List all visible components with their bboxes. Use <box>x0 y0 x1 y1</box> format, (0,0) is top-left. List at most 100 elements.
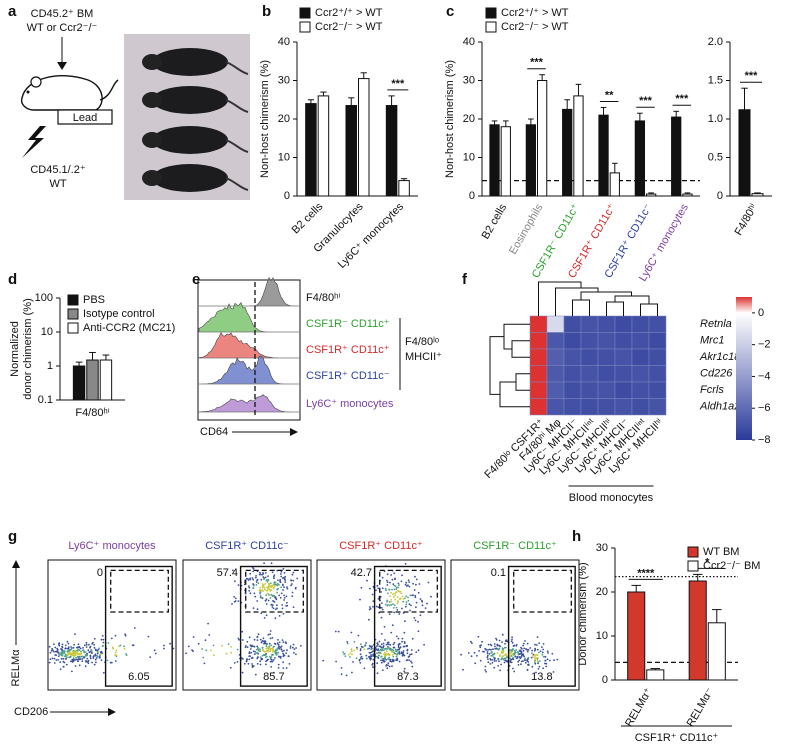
event-dot <box>505 660 508 663</box>
bar <box>537 80 548 197</box>
row-label: Fcrls <box>700 384 724 396</box>
histogram <box>198 331 299 359</box>
event-dot <box>527 664 530 666</box>
event-dot <box>259 591 261 593</box>
photo-mouse <box>152 164 228 192</box>
event-dot <box>397 582 400 585</box>
y-axis-label: Donor chimerism (%) <box>577 562 589 665</box>
event-dot <box>512 667 514 670</box>
event-dot <box>78 656 80 658</box>
event-dot <box>192 636 195 638</box>
event-dot <box>256 635 259 638</box>
event-dot <box>401 640 403 643</box>
event-dot <box>64 647 67 649</box>
event-dot <box>405 581 408 584</box>
event-dot <box>268 647 271 649</box>
event-dot <box>417 620 419 623</box>
event-dot <box>268 582 270 585</box>
event-dot <box>212 654 215 657</box>
event-dot <box>377 643 379 646</box>
event-dot <box>163 644 165 647</box>
heatmap-cell <box>563 381 582 399</box>
event-dot <box>102 638 105 641</box>
row-label: Mrc1 <box>700 335 724 347</box>
event-dot <box>527 648 530 651</box>
gate-upper <box>245 569 304 613</box>
significance-label: *** <box>745 70 759 82</box>
heatmap-cell <box>648 315 667 333</box>
event-dot <box>265 614 268 617</box>
heatmap-cell <box>580 315 599 333</box>
event-dot <box>246 646 249 649</box>
event-dot <box>408 585 411 588</box>
event-dot <box>487 661 490 664</box>
event-dot <box>133 627 136 629</box>
event-dot <box>385 663 388 666</box>
event-dot <box>384 639 386 641</box>
y-tick-label: 100 <box>35 292 53 304</box>
event-dot <box>531 649 533 652</box>
heatmap-cell <box>546 365 565 383</box>
event-dot <box>392 659 395 661</box>
event-dot <box>402 650 405 652</box>
event-dot <box>486 652 489 655</box>
x-axis-label: CSF1R⁺ CD11c⁺ <box>635 732 719 744</box>
event-dot <box>261 573 263 576</box>
event-dot <box>66 650 69 652</box>
event-dot <box>408 659 410 661</box>
legend-label: Ccr2⁺/⁺ > WT <box>315 7 383 19</box>
event-dot <box>282 667 285 669</box>
heatmap-cell <box>529 332 548 350</box>
event-dot <box>248 636 251 639</box>
event-dot <box>278 594 281 597</box>
heatmap-cell <box>614 381 633 399</box>
bar <box>398 180 410 197</box>
event-dot <box>267 587 270 590</box>
event-dot <box>542 643 545 645</box>
event-dot <box>350 631 353 634</box>
event-dot <box>281 604 284 606</box>
bar <box>525 124 537 197</box>
event-dot <box>265 645 268 648</box>
event-dot <box>494 657 496 660</box>
event-dot <box>377 651 380 654</box>
event-dot <box>393 611 395 614</box>
heatmap-cell <box>614 398 633 416</box>
event-dot <box>93 644 95 646</box>
event-dot <box>249 648 252 650</box>
event-dot <box>380 661 383 664</box>
event-dot <box>535 657 538 660</box>
event-dot <box>352 661 354 663</box>
event-dot <box>410 660 412 663</box>
event-dot <box>274 617 277 620</box>
event-dot <box>389 644 392 646</box>
event-dot <box>83 656 86 659</box>
event-dot <box>387 645 389 648</box>
event-dot <box>233 662 236 664</box>
event-dot <box>252 665 255 667</box>
event-dot <box>484 669 487 671</box>
event-dot <box>392 643 395 646</box>
event-dot <box>269 637 272 640</box>
event-dot <box>544 659 547 662</box>
event-dot <box>369 658 372 661</box>
event-dot <box>107 642 110 644</box>
event-dot <box>258 573 261 576</box>
event-dot <box>506 656 508 658</box>
event-dot <box>383 661 385 663</box>
event-dot <box>268 642 271 645</box>
event-dot <box>114 660 117 662</box>
event-dot <box>243 662 246 665</box>
event-dot <box>359 648 362 650</box>
event-dot <box>273 581 276 584</box>
event-dot <box>76 658 78 661</box>
event-dot <box>264 582 267 585</box>
y-tick-label: 10 <box>278 151 290 163</box>
heatmap-cell <box>614 315 633 333</box>
event-dot <box>485 649 488 651</box>
event-dot <box>163 647 165 650</box>
colorbar-tick-label: −4 <box>758 370 771 382</box>
event-dot <box>501 657 503 659</box>
event-dot <box>285 595 288 598</box>
